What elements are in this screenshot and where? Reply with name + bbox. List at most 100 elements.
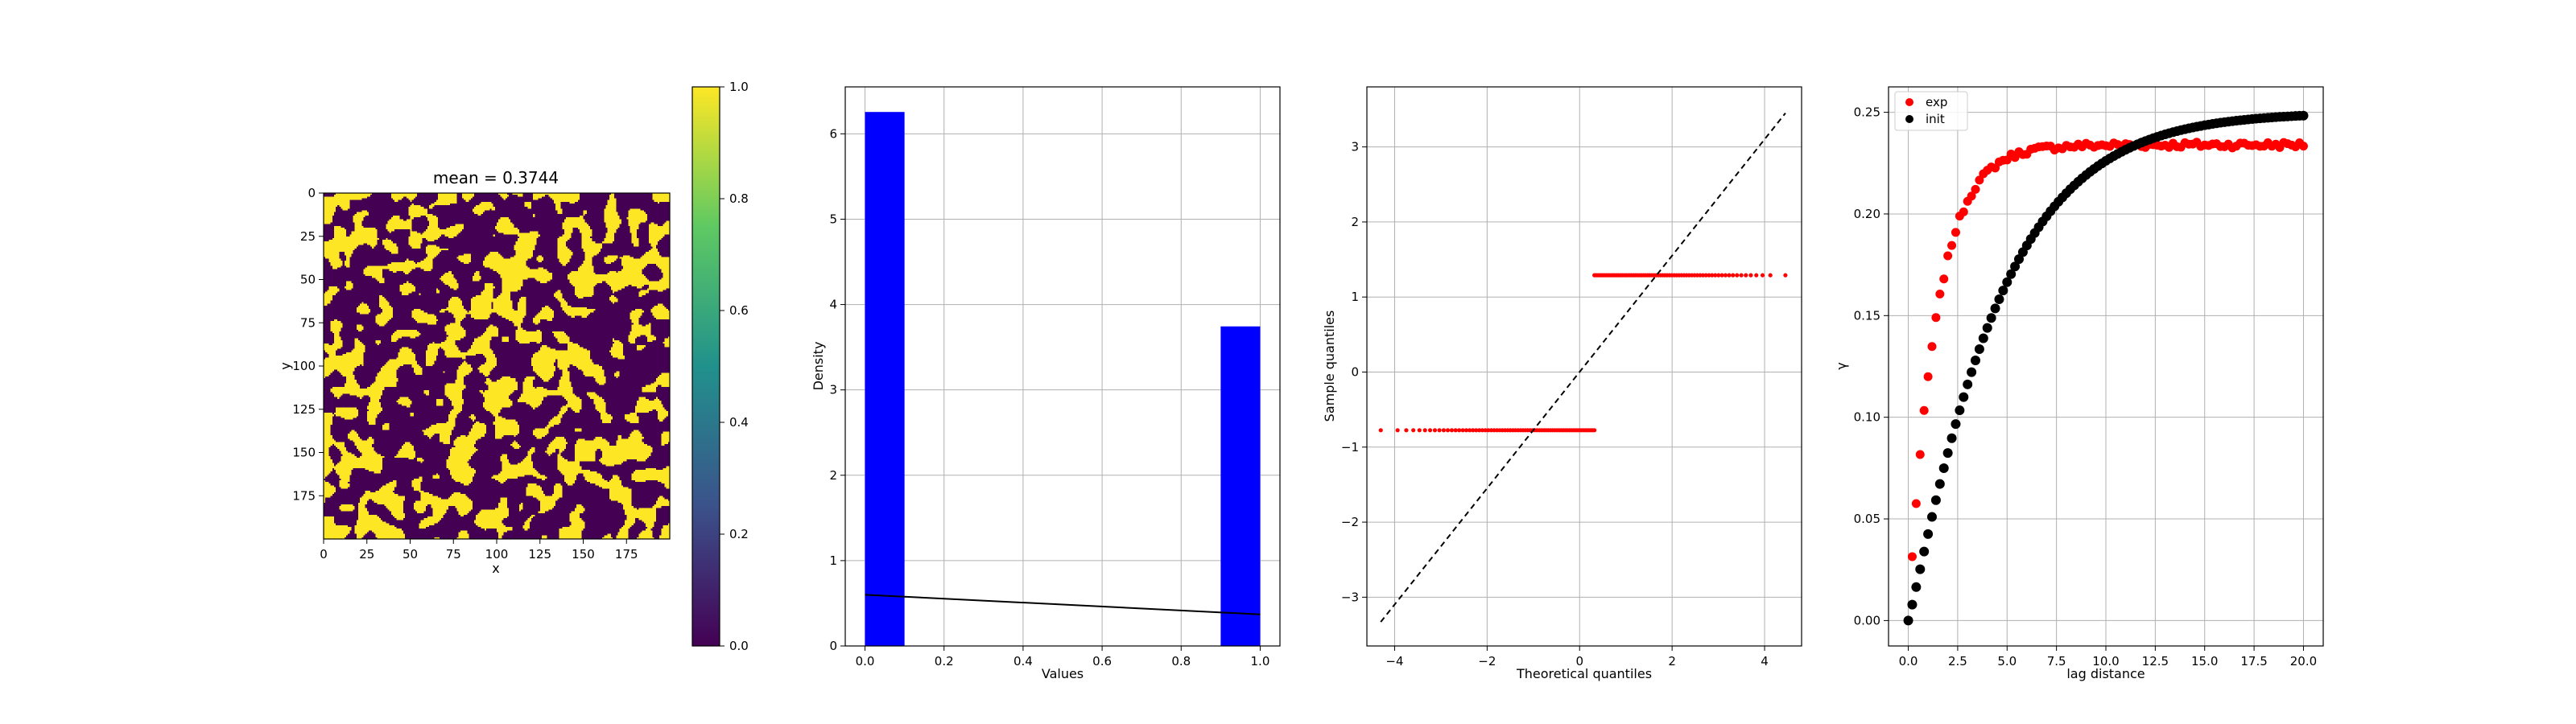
- variogram-init-point: [1938, 463, 1949, 474]
- histogram-y-tick-label: 2: [829, 468, 837, 483]
- variogram-exp-point: [1907, 552, 1917, 562]
- colorbar-tick-label: 0.6: [729, 303, 749, 318]
- variogram-init-point: [1923, 529, 1934, 539]
- histogram-xlabel: Values: [1042, 666, 1084, 681]
- variogram-init-point: [1959, 392, 1969, 402]
- histogram-x-tick-label: 0.8: [1171, 654, 1191, 668]
- density-line: [865, 594, 1261, 615]
- qq-point: [1727, 273, 1732, 278]
- variogram-init-point: [2014, 254, 2024, 265]
- variogram-exp-point: [1915, 450, 1925, 459]
- qq-point: [1748, 273, 1753, 278]
- qq-y-tick-label: −1: [1341, 440, 1359, 455]
- colorbar-tick-label: 0.8: [729, 191, 749, 206]
- variogram-exp-point: [1947, 241, 1957, 250]
- heatmap-x-tick-label: 175: [615, 547, 638, 562]
- qq-y-tick-label: −3: [1341, 590, 1359, 604]
- variogram-init-point: [1951, 419, 1961, 430]
- variogram-x-tick-label: 5.0: [1997, 654, 2017, 668]
- variogram-exp-point: [1967, 191, 1976, 201]
- variogram-y-tick-label: 0.00: [1854, 613, 1880, 627]
- variogram-init-point: [1946, 433, 1957, 443]
- qq-point: [1703, 273, 1708, 278]
- qq-frame: [1366, 86, 1802, 647]
- variogram-grid: [1889, 87, 2323, 646]
- variogram-init-point: [1955, 405, 1965, 416]
- legend-init-label: init: [1926, 112, 1945, 126]
- variogram-x-tick-label: 15.0: [2191, 654, 2218, 668]
- variogram-y-tick-label: 0.05: [1854, 512, 1880, 526]
- heatmap-xlabel: x: [492, 561, 499, 576]
- histogram-y-tick-label: 6: [829, 126, 837, 141]
- variogram-x-tick-label: 20.0: [2290, 654, 2317, 668]
- qq-x-tick-label: 4: [1761, 654, 1769, 668]
- histogram-y-tick-label: 0: [829, 639, 837, 653]
- qq-reference-line: [1380, 113, 1786, 623]
- histogram-ticks: 0.0 0.2 0.4 0.6 0.8 1.0 0 1 2 3 4 5 6: [829, 126, 1269, 668]
- histogram-x-tick-label: 0.6: [1092, 654, 1112, 668]
- qq-xlabel: Theoretical quantiles: [1516, 666, 1652, 681]
- variogram-init-point: [1971, 356, 1980, 366]
- variogram-init-point: [2298, 110, 2309, 121]
- variogram-init-point: [1915, 564, 1926, 574]
- qq-y-tick-label: 2: [1351, 215, 1359, 229]
- qq-point: [1474, 428, 1479, 433]
- qq-point: [1378, 428, 1383, 433]
- qq-point: [1768, 273, 1773, 278]
- legend-exp-marker: [1905, 98, 1913, 106]
- variogram-exp-point: [2298, 142, 2308, 151]
- variogram-exp-point: [1971, 184, 1980, 194]
- variogram-init-point: [1978, 333, 1988, 343]
- variogram-panel: 0.0 2.5 5.0 7.5 10.0 12.5 15.0 17.5 20.0 0.00 0.05…: [1834, 86, 2324, 681]
- heatmap-x-tick-label: 100: [485, 547, 509, 562]
- qq-point: [1754, 273, 1759, 278]
- heatmap-y-tick-label: 150: [292, 446, 316, 460]
- variogram-x-tick-label: 17.5: [2240, 654, 2267, 668]
- variogram-init-point: [1963, 379, 1973, 389]
- variogram-y-tick-label: 0.20: [1854, 207, 1880, 221]
- variogram-init-point: [2010, 261, 2021, 272]
- variogram-y-tick-label: 0.10: [1854, 410, 1880, 425]
- variogram-exp-point: [1927, 342, 1937, 352]
- heatmap-y-tick-label: 175: [292, 488, 316, 503]
- heatmap-y-tick-label: 50: [300, 273, 316, 287]
- variogram-x-tick-label: 0.0: [1899, 654, 1918, 668]
- qq-point: [1471, 428, 1476, 433]
- variogram-x-tick-label: 10.0: [2092, 654, 2119, 668]
- qq-ticks: −4 −2 0 2 4 −3 −2 −1 0 1 2 3: [1341, 140, 1769, 668]
- heatmap-y-ticks: 0 25 50 75 100 125 150 175: [292, 186, 324, 503]
- qq-point: [1463, 428, 1469, 433]
- heatmap-x-tick-label: 25: [359, 547, 374, 562]
- qq-point: [1719, 273, 1724, 278]
- qq-point: [1453, 428, 1458, 433]
- variogram-ylabel: γ: [1834, 362, 1849, 369]
- qq-x-tick-label: 0: [1575, 654, 1583, 668]
- heatmap-y-tick-label: 25: [300, 229, 316, 244]
- histogram-y-tick-label: 4: [829, 298, 837, 312]
- variogram-init-point: [1934, 479, 1945, 489]
- colorbar-tick-label: 0.4: [729, 415, 749, 430]
- variogram-ticks: 0.0 2.5 5.0 7.5 10.0 12.5 15.0 17.5 20.0 0.00 0.05…: [1854, 105, 2318, 668]
- qq-point: [1483, 428, 1488, 433]
- variogram-exp-point: [1943, 251, 1953, 261]
- variogram-init-point: [1982, 323, 1992, 333]
- colorbar: 0.0 0.2 0.4 0.6 0.8 1.0: [691, 80, 749, 653]
- qq-y-tick-label: 0: [1351, 364, 1359, 379]
- qq-point: [1411, 428, 1416, 433]
- qq-point: [1735, 273, 1740, 278]
- variogram-xlabel: lag distance: [2066, 666, 2145, 681]
- variogram-exp-point: [1975, 175, 1984, 185]
- legend-exp-label: exp: [1926, 95, 1947, 109]
- qq-y-tick-label: −2: [1341, 515, 1359, 529]
- legend-init-marker: [1905, 115, 1913, 123]
- heatmap-y-tick-label: 125: [292, 402, 316, 417]
- heatmap-x-tick-label: 0: [320, 547, 328, 562]
- histogram-grid: [845, 87, 1280, 647]
- qq-point: [1449, 428, 1455, 433]
- qq-point: [1486, 428, 1491, 433]
- qq-point: [1460, 428, 1465, 433]
- qq-x-tick-label: −4: [1385, 654, 1403, 668]
- qq-point: [1783, 273, 1788, 278]
- variogram-init-point: [1986, 313, 1996, 323]
